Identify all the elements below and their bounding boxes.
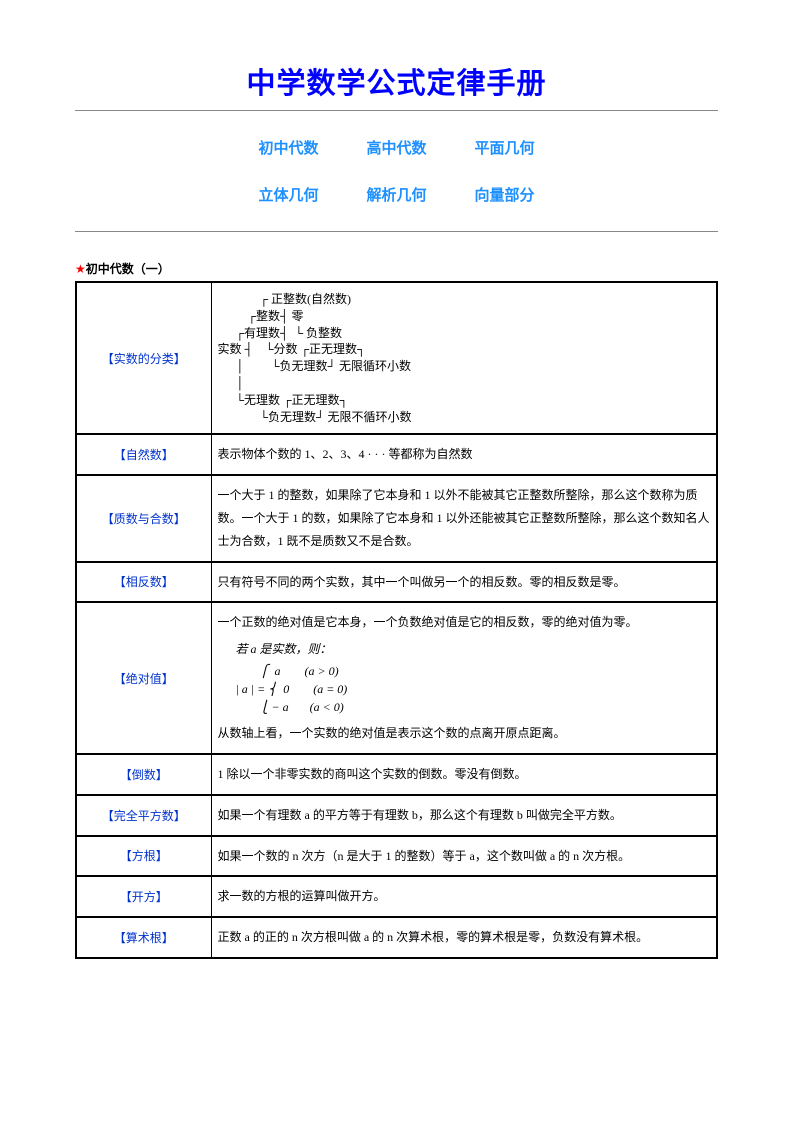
abs-line: ⎩ − a (a < 0) bbox=[236, 698, 711, 716]
row-content: 一个正数的绝对值是它本身，一个负数绝对值是它的相反数，零的绝对值为零。 若 a … bbox=[211, 602, 717, 754]
table-row: 【绝对值】 一个正数的绝对值是它本身，一个负数绝对值是它的相反数，零的绝对值为零… bbox=[76, 602, 717, 754]
table-row: 【倒数】 1 除以一个非零实数的商叫这个实数的倒数。零没有倒数。 bbox=[76, 754, 717, 795]
nav-link[interactable]: 平面几何 bbox=[475, 137, 535, 158]
nav-link[interactable]: 向量部分 bbox=[475, 184, 535, 205]
row-content: 1 除以一个非零实数的商叫这个实数的倒数。零没有倒数。 bbox=[211, 754, 717, 795]
row-label: 【实数的分类】 bbox=[76, 282, 211, 434]
definitions-table: 【实数的分类】 ┌ 正整数(自然数) ┌整数┤ 零 ┌有理数┤ └ 负整数 实数… bbox=[75, 281, 718, 959]
row-label: 【绝对值】 bbox=[76, 602, 211, 754]
row-content: 正数 a 的正的 n 次方根叫做 a 的 n 次算术根，零的算术根是零，负数没有… bbox=[211, 917, 717, 958]
section-title: 初中代数（一） bbox=[86, 262, 170, 276]
table-row: 【相反数】 只有符号不同的两个实数，其中一个叫做另一个的相反数。零的相反数是零。 bbox=[76, 562, 717, 603]
divider bbox=[75, 110, 718, 111]
section-header: ★初中代数（一） bbox=[75, 260, 718, 277]
abs-line: | a | = ⎨ 0 (a = 0) bbox=[236, 680, 711, 698]
row-content: 表示物体个数的 1、2、3、4 · · · 等都称为自然数 bbox=[211, 434, 717, 475]
table-row: 【方根】 如果一个数的 n 次方（n 是大于 1 的整数）等于 a，这个数叫做 … bbox=[76, 836, 717, 877]
row-label: 【算术根】 bbox=[76, 917, 211, 958]
row-label: 【自然数】 bbox=[76, 434, 211, 475]
row-label: 【完全平方数】 bbox=[76, 795, 211, 836]
abs-intro: 一个正数的绝对值是它本身，一个负数绝对值是它的相反数，零的绝对值为零。 bbox=[218, 611, 711, 634]
nav-link[interactable]: 立体几何 bbox=[258, 184, 318, 205]
row-label: 【开方】 bbox=[76, 876, 211, 917]
star-icon: ★ bbox=[75, 262, 86, 276]
divider bbox=[75, 231, 718, 232]
row-label: 【相反数】 bbox=[76, 562, 211, 603]
table-row: 【算术根】 正数 a 的正的 n 次方根叫做 a 的 n 次算术根，零的算术根是… bbox=[76, 917, 717, 958]
abs-outro: 从数轴上看，一个实数的绝对值是表示这个数的点离开原点距离。 bbox=[218, 722, 711, 745]
row-content: 如果一个有理数 a 的平方等于有理数 b，那么这个有理数 b 叫做完全平方数。 bbox=[211, 795, 717, 836]
classification-tree: ┌ 正整数(自然数) ┌整数┤ 零 ┌有理数┤ └ 负整数 实数 ┤ └分数 ┌… bbox=[218, 291, 711, 425]
page-title: 中学数学公式定律手册 bbox=[75, 60, 718, 102]
row-content: 如果一个数的 n 次方（n 是大于 1 的整数）等于 a，这个数叫做 a 的 n… bbox=[211, 836, 717, 877]
table-row: 【开方】 求一数的方根的运算叫做开方。 bbox=[76, 876, 717, 917]
row-label: 【倒数】 bbox=[76, 754, 211, 795]
abs-formula: 若 a 是实数，则： ⎧ a (a > 0) | a | = ⎨ 0 (a = … bbox=[236, 640, 711, 716]
abs-title: 若 a 是实数，则： bbox=[236, 640, 711, 658]
row-content: 只有符号不同的两个实数，其中一个叫做另一个的相反数。零的相反数是零。 bbox=[211, 562, 717, 603]
nav-link[interactable]: 高中代数 bbox=[366, 137, 426, 158]
row-content: 求一数的方根的运算叫做开方。 bbox=[211, 876, 717, 917]
nav-link[interactable]: 初中代数 bbox=[258, 137, 318, 158]
row-content: 一个大于 1 的整数，如果除了它本身和 1 以外不能被其它正整数所整除，那么这个… bbox=[211, 475, 717, 561]
table-row: 【完全平方数】 如果一个有理数 a 的平方等于有理数 b，那么这个有理数 b 叫… bbox=[76, 795, 717, 836]
row-content: ┌ 正整数(自然数) ┌整数┤ 零 ┌有理数┤ └ 负整数 实数 ┤ └分数 ┌… bbox=[211, 282, 717, 434]
row-label: 【方根】 bbox=[76, 836, 211, 877]
nav-link[interactable]: 解析几何 bbox=[366, 184, 426, 205]
table-row: 【质数与合数】 一个大于 1 的整数，如果除了它本身和 1 以外不能被其它正整数… bbox=[76, 475, 717, 561]
row-label: 【质数与合数】 bbox=[76, 475, 211, 561]
abs-line: ⎧ a (a > 0) bbox=[236, 662, 711, 680]
table-row: 【实数的分类】 ┌ 正整数(自然数) ┌整数┤ 零 ┌有理数┤ └ 负整数 实数… bbox=[76, 282, 717, 434]
table-row: 【自然数】 表示物体个数的 1、2、3、4 · · · 等都称为自然数 bbox=[76, 434, 717, 475]
nav-row-2: 立体几何 解析几何 向量部分 bbox=[75, 184, 718, 205]
nav-row-1: 初中代数 高中代数 平面几何 bbox=[75, 137, 718, 158]
